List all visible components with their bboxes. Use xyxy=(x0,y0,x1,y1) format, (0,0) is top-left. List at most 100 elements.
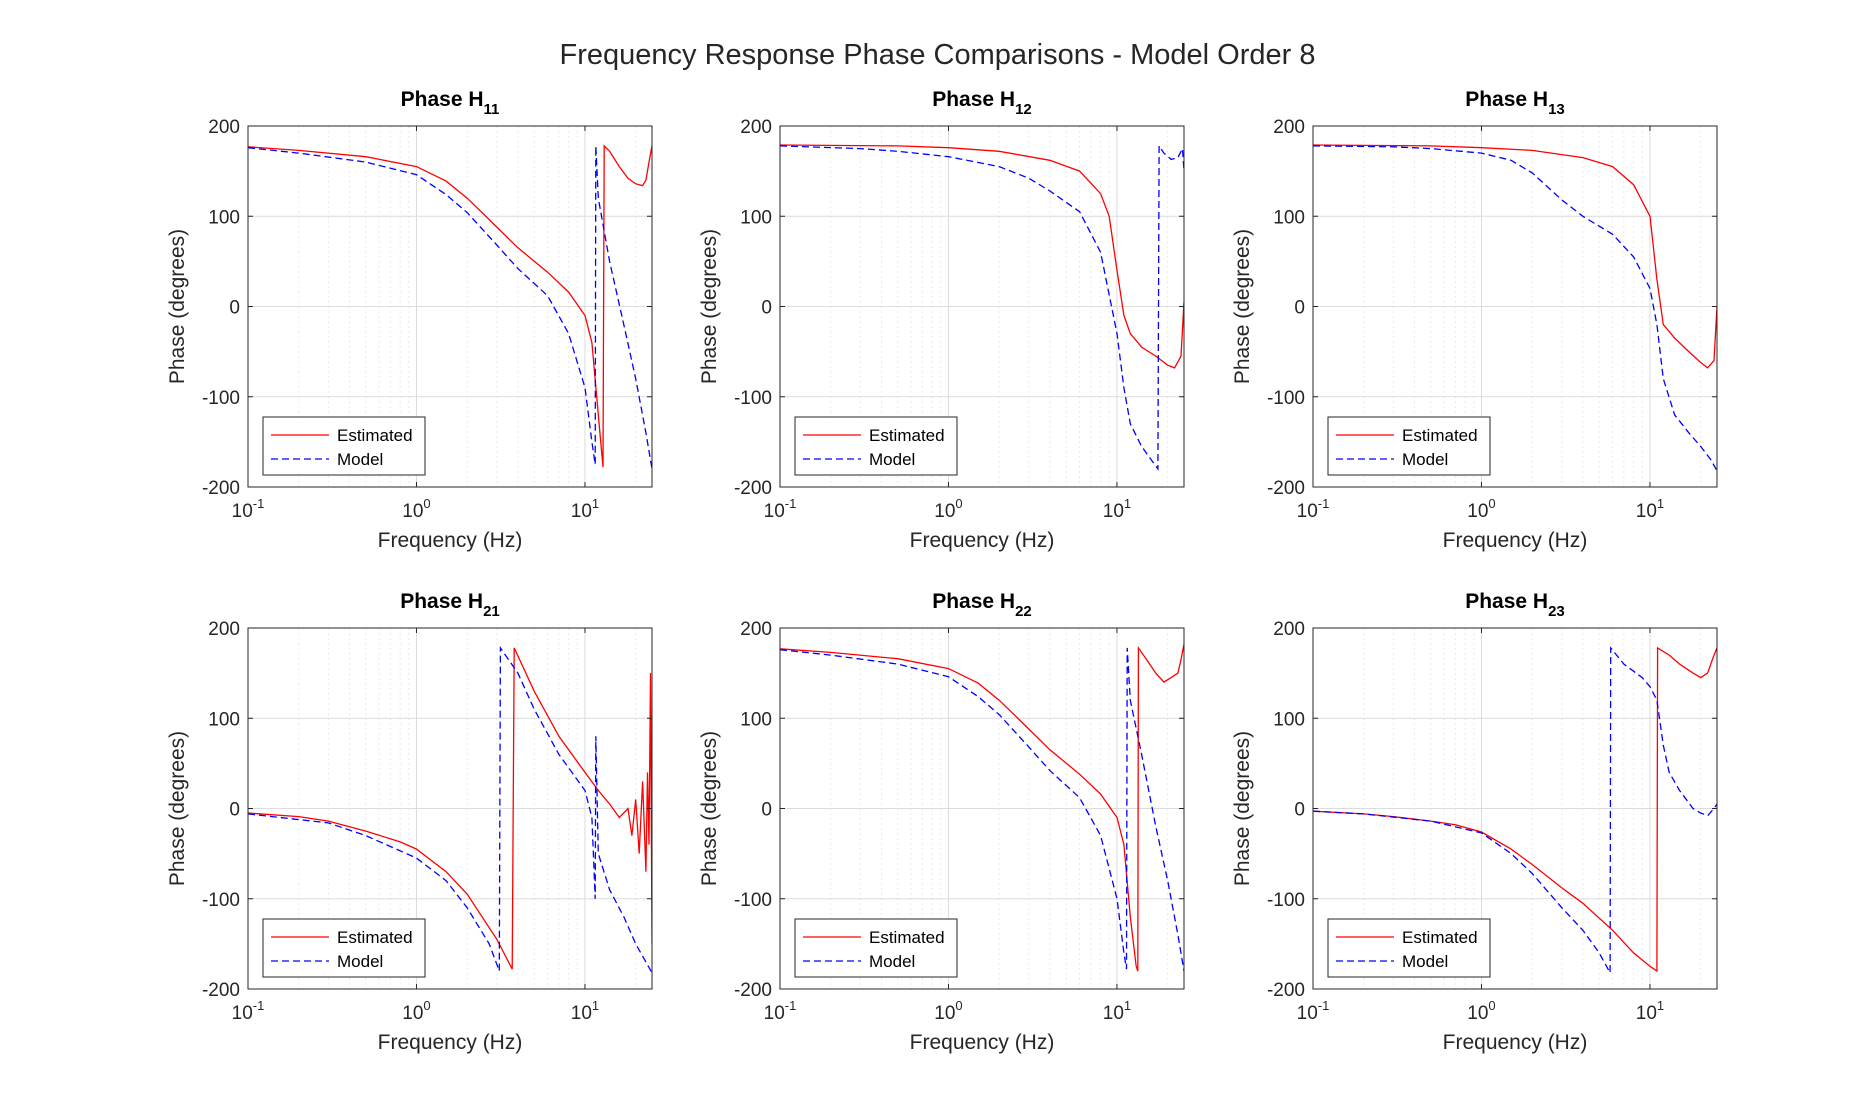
estimated-line xyxy=(780,644,1184,972)
x-tick-label: 10-1 xyxy=(764,496,797,522)
x-tick-exponent: 1 xyxy=(592,998,599,1013)
subplot-title-main: Phase H xyxy=(932,590,1015,613)
x-tick-exponent: -1 xyxy=(785,496,797,511)
x-tick-exponent: -1 xyxy=(253,998,265,1013)
legend-label-model: Model xyxy=(1402,450,1448,469)
x-tick-exponent: -1 xyxy=(1318,496,1330,511)
x-tick-base: 10 xyxy=(402,1003,423,1024)
y-tick-label: 100 xyxy=(740,207,772,228)
x-axis-label: Frequency (Hz) xyxy=(910,529,1055,552)
subplot-title-main: Phase H xyxy=(932,88,1015,111)
y-tick-label: 200 xyxy=(208,619,240,640)
legend-label-model: Model xyxy=(1402,952,1448,971)
x-tick-exponent: 1 xyxy=(592,496,599,511)
subplot-title-subscript: 11 xyxy=(484,101,500,118)
legend-box xyxy=(1327,918,1491,978)
y-tick-label: 200 xyxy=(1273,619,1305,640)
y-axis-label: Phase (degrees) xyxy=(166,229,189,384)
x-tick-base: 10 xyxy=(1636,501,1657,522)
legend: Estimated Model xyxy=(1327,918,1491,978)
x-tick-base: 10 xyxy=(232,501,253,522)
y-tick-label: 200 xyxy=(740,619,772,640)
x-axis-label: Frequency (Hz) xyxy=(910,1031,1055,1054)
y-tick-label: -100 xyxy=(1267,890,1305,911)
y-tick-label: 200 xyxy=(740,117,772,138)
y-tick-label: -100 xyxy=(1267,388,1305,409)
x-tick-exponent: 1 xyxy=(1657,998,1664,1013)
x-tick-exponent: 0 xyxy=(423,998,430,1013)
legend: Estimated Model xyxy=(262,416,426,476)
legend: Estimated Model xyxy=(794,918,958,978)
x-tick-base: 10 xyxy=(934,501,955,522)
y-axis-label: Phase (degrees) xyxy=(1231,229,1254,384)
x-tick-label: 10-1 xyxy=(232,998,265,1024)
x-axis-label: Frequency (Hz) xyxy=(378,529,523,552)
y-tick-label: -200 xyxy=(1267,478,1305,499)
legend-label-estimated: Estimated xyxy=(869,928,945,947)
subplot-title-subscript: 22 xyxy=(1015,603,1032,620)
y-tick-label: 0 xyxy=(1294,298,1305,319)
x-tick-base: 10 xyxy=(1103,1003,1124,1024)
model-line xyxy=(780,647,1184,972)
x-axis-label: Frequency (Hz) xyxy=(1443,1031,1588,1054)
y-tick-label: 0 xyxy=(1294,800,1305,821)
y-axis-label: Phase (degrees) xyxy=(166,731,189,886)
x-tick-base: 10 xyxy=(1467,501,1488,522)
subplot-title: Phase H21 xyxy=(400,590,500,620)
x-tick-label: 10-1 xyxy=(232,496,265,522)
x-tick-exponent: 1 xyxy=(1124,496,1131,511)
y-tick-label: 200 xyxy=(208,117,240,138)
y-tick-label: 100 xyxy=(208,207,240,228)
model-line xyxy=(248,145,652,470)
x-tick-base: 10 xyxy=(764,1003,785,1024)
subplot-title-subscript: 12 xyxy=(1015,101,1032,118)
legend: Estimated Model xyxy=(1327,416,1491,476)
x-tick-exponent: 0 xyxy=(1488,998,1495,1013)
legend-label-estimated: Estimated xyxy=(1402,426,1478,445)
y-tick-label: 100 xyxy=(740,709,772,730)
y-tick-label: -200 xyxy=(202,478,240,499)
x-tick-exponent: -1 xyxy=(785,998,797,1013)
x-tick-label: 100 xyxy=(934,496,962,522)
subplot-title: Phase H12 xyxy=(932,88,1032,118)
y-axis-label: Phase (degrees) xyxy=(1231,731,1254,886)
x-tick-label: 101 xyxy=(1103,998,1131,1024)
legend-label-model: Model xyxy=(869,450,915,469)
x-tick-label: 101 xyxy=(1636,496,1664,522)
subplot-title-subscript: 13 xyxy=(1548,101,1565,118)
y-tick-label: -200 xyxy=(202,980,240,1001)
legend-label-model: Model xyxy=(337,952,383,971)
x-tick-label: 100 xyxy=(934,998,962,1024)
estimated-line xyxy=(1313,144,1717,369)
model-line xyxy=(248,645,652,974)
legend-box xyxy=(794,416,958,476)
x-tick-exponent: 1 xyxy=(1124,998,1131,1013)
x-tick-exponent: 0 xyxy=(1488,496,1495,511)
subplot-title-subscript: 21 xyxy=(483,603,500,620)
estimated-line xyxy=(780,144,1184,369)
y-tick-label: 100 xyxy=(208,709,240,730)
subplot-title: Phase H13 xyxy=(1465,88,1565,118)
x-tick-exponent: -1 xyxy=(1318,998,1330,1013)
x-tick-base: 10 xyxy=(1636,1003,1657,1024)
model-line xyxy=(1313,646,1717,974)
x-tick-label: 100 xyxy=(402,998,430,1024)
x-tick-exponent: 0 xyxy=(955,998,962,1013)
y-tick-label: -200 xyxy=(734,478,772,499)
y-tick-label: 200 xyxy=(1273,117,1305,138)
x-tick-exponent: -1 xyxy=(253,496,265,511)
x-tick-label: 101 xyxy=(1636,998,1664,1024)
y-tick-label: 0 xyxy=(229,298,240,319)
estimated-line xyxy=(248,647,652,970)
figure-title: Frequency Response Phase Comparisons - M… xyxy=(560,39,1316,71)
y-tick-label: -200 xyxy=(734,980,772,1001)
x-tick-base: 10 xyxy=(232,1003,253,1024)
x-tick-label: 101 xyxy=(571,496,599,522)
